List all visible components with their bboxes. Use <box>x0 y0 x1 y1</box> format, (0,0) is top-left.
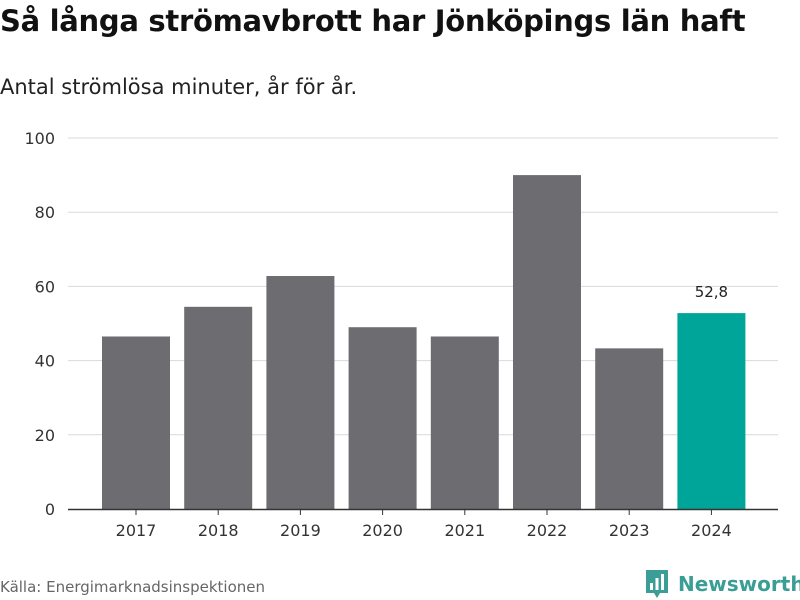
bar-2019 <box>266 276 335 509</box>
x-tick-label: 2023 <box>609 521 650 540</box>
x-tick-label: 2024 <box>691 521 732 540</box>
bar-2017 <box>102 336 170 509</box>
bar-2021 <box>430 336 499 509</box>
x-tick-label: 2020 <box>362 521 403 540</box>
data-label: 52,8 <box>695 283 728 301</box>
x-tick-label: 2017 <box>116 521 157 540</box>
y-tick-label: 40 <box>35 352 55 371</box>
x-tick-label: 2021 <box>444 521 485 540</box>
bar-2020 <box>348 327 417 509</box>
chart-title: Så långa strömavbrott har Jönköpings län… <box>0 4 746 38</box>
newsworthy-logo-icon <box>646 570 668 598</box>
y-tick-label: 60 <box>35 277 55 296</box>
y-tick-label: 20 <box>35 426 55 445</box>
x-tick-label: 2022 <box>527 521 568 540</box>
bar-2018 <box>184 306 253 509</box>
y-tick-label: 80 <box>35 203 55 222</box>
y-tick-label: 100 <box>24 129 55 148</box>
source-note: Källa: Energimarknadsinspektionen <box>0 578 266 596</box>
bar-2024 <box>677 313 746 509</box>
bar-2022 <box>513 175 581 509</box>
y-tick-label: 0 <box>45 500 55 519</box>
bar-2023 <box>595 348 664 509</box>
x-tick-label: 2018 <box>198 521 239 540</box>
brand-logo: Newsworthy <box>645 569 800 599</box>
brand-name: Newsworthy <box>678 572 800 596</box>
chart-subtitle: Antal strömlösa minuter, år för år. <box>0 75 358 99</box>
x-tick-label: 2019 <box>280 521 321 540</box>
